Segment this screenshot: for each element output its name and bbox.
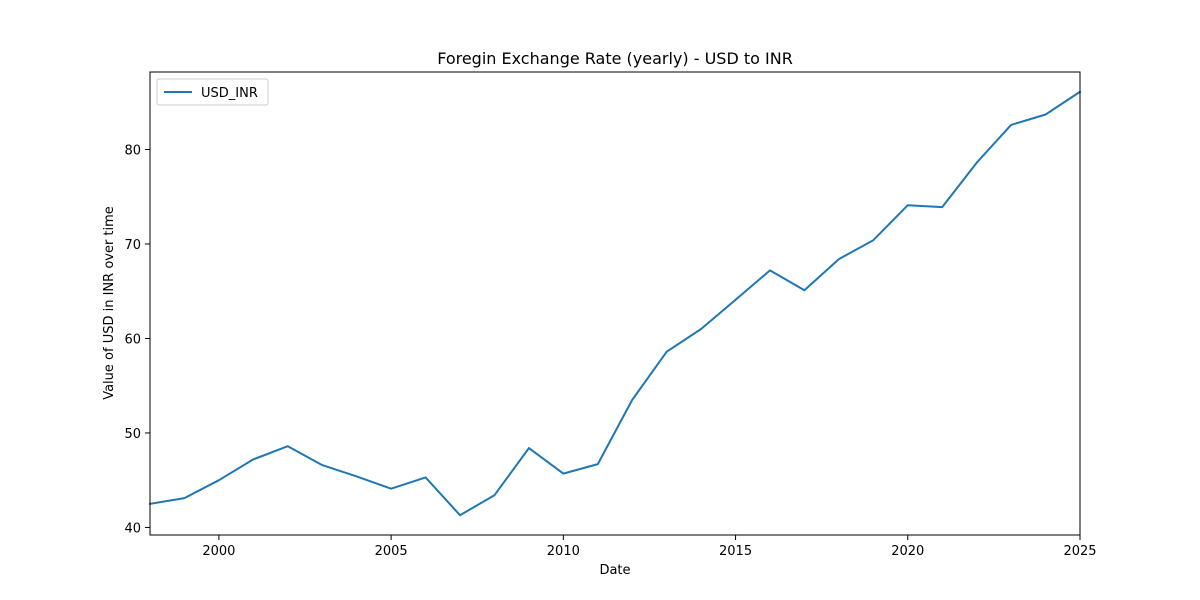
chart-title: Foregin Exchange Rate (yearly) - USD to …: [437, 49, 793, 68]
plot-frame: [149, 71, 1081, 536]
x-tick-label: 2025: [1063, 544, 1096, 559]
x-tick-label: 2010: [547, 544, 580, 559]
x-tick-label: 2015: [719, 544, 752, 559]
y-tick-label: 60: [124, 332, 141, 347]
y-tick-label: 40: [124, 521, 141, 536]
x-tick-label: 2000: [202, 544, 235, 559]
y-tick-label: 70: [124, 238, 141, 253]
legend-box: [156, 78, 269, 106]
axes: 2000 2005 2010 2015 2020 2025 40 50 60 70 80: [124, 71, 1097, 559]
x-tick-label: 2005: [375, 544, 408, 559]
series-line-usd-inr: [148, 90, 1082, 517]
x-tick-label: 2020: [891, 544, 924, 559]
y-tick-label: 80: [124, 143, 141, 158]
legend-label-usd-inr: USD_INR: [201, 86, 258, 101]
y-axis-title: Value of USD in INR over time: [102, 206, 117, 400]
x-axis-title: Date: [599, 563, 630, 578]
y-tick-label: 50: [124, 427, 141, 442]
plot-area: [148, 90, 1082, 517]
legend: USD_INR: [156, 78, 269, 106]
